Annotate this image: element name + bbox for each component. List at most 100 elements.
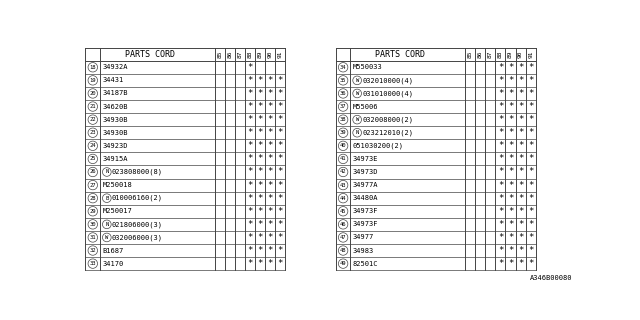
Text: 33: 33 xyxy=(90,261,96,266)
Text: *: * xyxy=(257,128,263,137)
Text: 24: 24 xyxy=(90,143,96,148)
Text: *: * xyxy=(498,141,503,150)
Text: *: * xyxy=(498,155,503,164)
Text: 39: 39 xyxy=(340,130,346,135)
Text: *: * xyxy=(248,259,253,268)
Text: *: * xyxy=(257,115,263,124)
Text: *: * xyxy=(508,194,513,203)
Text: *: * xyxy=(278,220,283,229)
Text: *: * xyxy=(257,102,263,111)
Text: *: * xyxy=(508,128,513,137)
Text: 34977A: 34977A xyxy=(353,182,378,188)
Text: 34973F: 34973F xyxy=(353,221,378,227)
Text: *: * xyxy=(498,128,503,137)
Text: 031010000(4): 031010000(4) xyxy=(362,90,413,97)
Text: *: * xyxy=(528,89,533,98)
Text: *: * xyxy=(508,207,513,216)
Text: 32: 32 xyxy=(90,248,96,253)
Text: *: * xyxy=(518,233,524,242)
Text: 34973D: 34973D xyxy=(353,169,378,175)
Text: *: * xyxy=(278,194,283,203)
Text: 34973E: 34973E xyxy=(353,156,378,162)
Text: *: * xyxy=(278,115,283,124)
Text: *: * xyxy=(278,141,283,150)
Text: *: * xyxy=(498,63,503,72)
Text: *: * xyxy=(508,76,513,85)
Text: *: * xyxy=(498,76,503,85)
Text: *: * xyxy=(268,207,273,216)
Text: *: * xyxy=(528,167,533,177)
Text: 19: 19 xyxy=(90,78,96,83)
Text: *: * xyxy=(268,246,273,255)
Text: *: * xyxy=(278,180,283,189)
Text: *: * xyxy=(508,246,513,255)
Text: 48: 48 xyxy=(340,248,346,253)
Text: *: * xyxy=(268,194,273,203)
Text: 010006160(2): 010006160(2) xyxy=(112,195,163,201)
Text: 023212010(2): 023212010(2) xyxy=(362,130,413,136)
Text: 90: 90 xyxy=(518,51,523,58)
Text: *: * xyxy=(248,128,253,137)
Text: 85: 85 xyxy=(218,51,222,58)
Text: *: * xyxy=(518,155,524,164)
Text: 82501C: 82501C xyxy=(353,260,378,267)
Text: *: * xyxy=(498,102,503,111)
Text: M250017: M250017 xyxy=(102,208,132,214)
Text: 28: 28 xyxy=(90,196,96,201)
Text: *: * xyxy=(248,76,253,85)
Text: *: * xyxy=(528,102,533,111)
Text: *: * xyxy=(268,115,273,124)
Text: 46: 46 xyxy=(340,222,346,227)
Text: *: * xyxy=(498,115,503,124)
Text: *: * xyxy=(257,180,263,189)
Text: *: * xyxy=(518,102,524,111)
Text: *: * xyxy=(508,89,513,98)
Text: *: * xyxy=(268,167,273,177)
Text: *: * xyxy=(278,102,283,111)
Text: *: * xyxy=(518,89,524,98)
Text: *: * xyxy=(278,76,283,85)
Text: 34431: 34431 xyxy=(102,77,124,84)
Text: *: * xyxy=(518,128,524,137)
Text: 30: 30 xyxy=(90,222,96,227)
Text: PARTS CORD: PARTS CORD xyxy=(376,50,426,59)
Text: N: N xyxy=(356,130,359,135)
Text: 051030200(2): 051030200(2) xyxy=(353,143,404,149)
Text: 90: 90 xyxy=(268,51,273,58)
Text: 45: 45 xyxy=(340,209,346,214)
Text: *: * xyxy=(498,259,503,268)
Text: *: * xyxy=(248,194,253,203)
Text: W: W xyxy=(105,235,108,240)
Text: 18: 18 xyxy=(90,65,96,70)
Text: *: * xyxy=(248,102,253,111)
Text: *: * xyxy=(257,89,263,98)
Text: 49: 49 xyxy=(340,261,346,266)
Text: 34170: 34170 xyxy=(102,260,124,267)
Text: W: W xyxy=(356,91,359,96)
Text: 34983: 34983 xyxy=(353,248,374,253)
Text: 26: 26 xyxy=(90,170,96,174)
Text: W: W xyxy=(356,117,359,122)
Text: *: * xyxy=(528,233,533,242)
Text: M250018: M250018 xyxy=(102,182,132,188)
Text: *: * xyxy=(508,141,513,150)
Text: *: * xyxy=(498,246,503,255)
Text: *: * xyxy=(528,76,533,85)
Text: *: * xyxy=(498,207,503,216)
Text: *: * xyxy=(268,76,273,85)
Text: *: * xyxy=(528,259,533,268)
Text: 47: 47 xyxy=(340,235,346,240)
Text: *: * xyxy=(508,233,513,242)
Text: *: * xyxy=(278,259,283,268)
Text: 23: 23 xyxy=(90,130,96,135)
Text: *: * xyxy=(268,259,273,268)
Text: 34973F: 34973F xyxy=(353,208,378,214)
Text: 21: 21 xyxy=(90,104,96,109)
Text: 27: 27 xyxy=(90,183,96,188)
Text: B1687: B1687 xyxy=(102,248,124,253)
Text: *: * xyxy=(498,233,503,242)
Text: 38: 38 xyxy=(340,117,346,122)
Text: *: * xyxy=(248,89,253,98)
Text: W: W xyxy=(356,78,359,83)
Text: 88: 88 xyxy=(498,51,503,58)
